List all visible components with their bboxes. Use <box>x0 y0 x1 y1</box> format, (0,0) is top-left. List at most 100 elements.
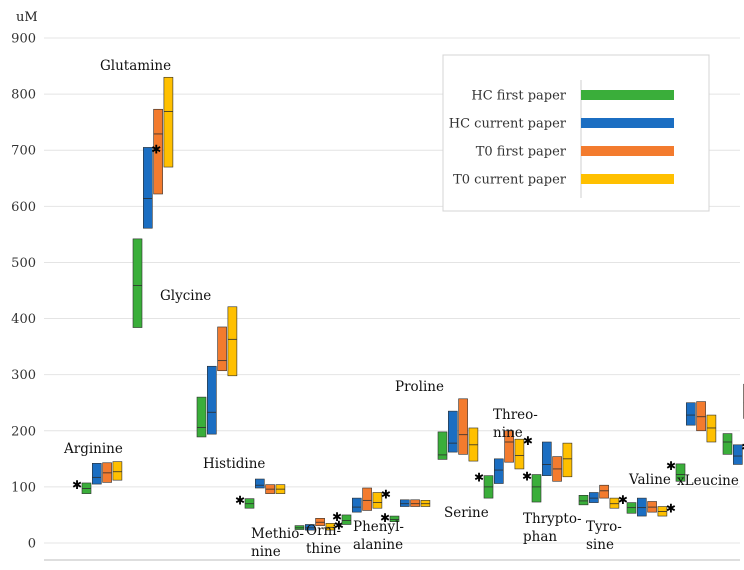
category-valine: ✱ <box>666 401 717 482</box>
y-tick-label: 200 <box>11 424 36 439</box>
category-label-thryptophan: Thrypto-phan <box>523 511 582 545</box>
category-label-line: sine <box>586 537 614 553</box>
y-tick-label: 800 <box>11 88 36 103</box>
category-label-line: Methio- <box>251 526 304 542</box>
box-t0-current-paper <box>706 414 717 443</box>
category-label-line: Threo- <box>493 407 538 423</box>
y-tick-label: 100 <box>11 480 36 495</box>
category-label-line: Tyro- <box>586 519 622 535</box>
category-ornithine: ✱✱ <box>332 488 391 525</box>
category-label-methionine: Methio-nine <box>251 526 304 560</box>
category-glutamine: ✱ <box>132 76 174 328</box>
category-label-line: Proline <box>395 379 444 395</box>
category-xleucine: ✱✱ <box>722 383 744 465</box>
significance-star: ✱ <box>332 510 342 524</box>
gridlines <box>44 37 740 544</box>
category-label-xleucine: xLeucine <box>677 473 739 489</box>
box-hc-first-paper <box>132 238 143 328</box>
box-t0-current-paper <box>112 461 123 481</box>
box-t0-current-paper <box>163 76 174 168</box>
category-label-glycine: Glycine <box>160 288 211 304</box>
category-threonine: ✱ <box>522 441 573 503</box>
significance-star: ✱ <box>666 459 676 473</box>
box-t0-current-paper <box>372 492 383 509</box>
significance-star: ✱ <box>334 518 344 532</box>
category-label-line: nine <box>493 425 523 441</box>
legend-swatch-t0-first-paper <box>581 146 674 156</box>
box-t0-first-paper <box>696 401 706 432</box>
legend-label-t0-first-paper: T0 first paper <box>476 145 567 160</box>
y-tick-label: 300 <box>11 368 36 383</box>
box-t0-first-paper <box>217 326 227 372</box>
box-hc-first-paper <box>341 514 352 525</box>
box-t0-first-paper <box>153 108 163 195</box>
significance-star: ✱ <box>72 478 82 492</box>
category-serine: ✱✱ <box>474 430 533 499</box>
box-hc-first-paper <box>196 396 207 438</box>
category-label-serine: Serine <box>444 505 489 521</box>
box-hc-first-paper <box>437 431 448 460</box>
box-hc-current-paper <box>255 478 265 489</box>
box-hc-first-paper <box>722 433 733 455</box>
category-label-valine: Valine <box>628 472 671 488</box>
legend-label-hc-current-paper: HC current paper <box>449 117 567 132</box>
category-methionine: ✱ <box>294 518 344 532</box>
category-arginine: ✱ <box>72 461 123 494</box>
box-hc-first-paper <box>389 515 400 522</box>
box-t0-current-paper <box>227 306 238 377</box>
box-hc-current-paper <box>351 497 362 513</box>
category-label-line: phan <box>523 529 557 545</box>
significance-star: ✱ <box>666 502 676 516</box>
box-hc-current-paper <box>493 458 504 484</box>
y-tick-label: 400 <box>11 312 36 327</box>
box-t0-current-paper <box>514 438 525 470</box>
category-label-line: thine <box>306 541 341 557</box>
category-label-tyrosine: Tyro-sine <box>586 519 622 553</box>
category-label-glutamine: Glutamine <box>100 58 171 74</box>
box-t0-first-paper <box>599 484 609 499</box>
category-proline <box>437 398 479 462</box>
box-hc-current-paper <box>304 524 315 531</box>
box-t0-first-paper <box>458 398 468 455</box>
y-unit-label: uM <box>16 10 38 25</box>
box-hc-first-paper <box>578 495 589 506</box>
category-glycine <box>196 306 238 438</box>
box-hc-current-paper <box>685 402 696 426</box>
y-tick-label: 500 <box>11 256 36 271</box>
category-tyrosine: ✱ <box>626 497 676 517</box>
y-tick-label: 0 <box>28 537 36 552</box>
box-hc-current-paper <box>447 410 458 453</box>
significance-star: ✱ <box>380 511 390 525</box>
category-label-line: Glycine <box>160 288 211 304</box>
box-hc-current-paper <box>143 147 153 229</box>
box-t0-first-paper <box>362 487 372 511</box>
category-phenylalanine: ✱ <box>380 499 431 525</box>
category-label-proline: Proline <box>395 379 444 395</box>
significance-star: ✱ <box>235 494 245 508</box>
category-histidine: ✱ <box>235 478 286 509</box>
box-hc-current-paper <box>207 365 217 435</box>
box-t0-first-paper <box>410 499 420 507</box>
box-hc-current-paper <box>636 497 647 517</box>
box-hc-current-paper <box>399 499 410 507</box>
box-hc-current-paper <box>92 463 102 485</box>
box-hc-current-paper <box>541 441 552 476</box>
category-label-histidine: Histidine <box>203 456 265 472</box>
y-tick-label: 600 <box>11 200 36 215</box>
y-axis: 0 100 200 300 400 500 600 700 800 900 uM <box>11 10 38 552</box>
legend-swatch-hc-current-paper <box>581 118 674 128</box>
category-label-line: Serine <box>444 505 489 521</box>
category-label-line: Orni- <box>306 523 341 539</box>
boxes: ✱✱✱✱✱✱✱✱✱✱✱✱✱✱✱ <box>72 76 744 532</box>
category-labels: Arginine Glutamine Glycine Histidine Methio-… <box>63 58 739 560</box>
legend-label-hc-first-paper: HC first paper <box>471 89 566 104</box>
category-label-line: alanine <box>353 537 403 553</box>
category-label-line: Valine <box>628 472 671 488</box>
significance-star: ✱ <box>618 493 628 507</box>
box-hc-first-paper <box>675 463 686 482</box>
category-thryptophan: ✱ <box>578 484 628 509</box>
legend-swatch-t0-current-paper <box>581 174 674 184</box>
box-hc-current-paper <box>732 444 743 465</box>
category-label-line: Histidine <box>203 456 265 472</box>
category-label-line: nine <box>251 544 281 560</box>
